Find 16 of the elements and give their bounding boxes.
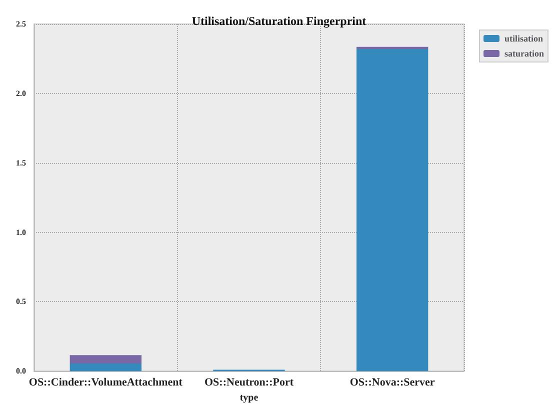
- y-tick-label: 1.5: [16, 158, 26, 168]
- y-tick-label: 2.5: [16, 20, 26, 28]
- bar: [356, 48, 428, 372]
- bar: [70, 355, 142, 364]
- x-tick-label: OS::Nova::Server: [350, 376, 435, 389]
- y-tick-label: 1.0: [16, 228, 26, 237]
- y-tick-label: 0.5: [16, 297, 26, 306]
- y-tick-label: 2.0: [16, 88, 26, 98]
- x-tick-label: OS::Cinder::VolumeAttachment: [28, 376, 183, 389]
- legend-label: saturation: [504, 48, 544, 58]
- y-tick-label: 0.0: [16, 366, 26, 376]
- x-axis-title: type: [240, 392, 259, 404]
- bar: [70, 363, 142, 372]
- chart-title: Utilisation/Saturation Fingerprint: [192, 14, 366, 28]
- legend-label: utilisation: [504, 34, 544, 44]
- x-tick-label: OS::Neutron::Port: [204, 376, 294, 389]
